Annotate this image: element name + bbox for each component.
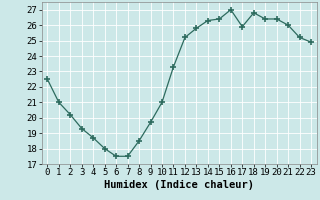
X-axis label: Humidex (Indice chaleur): Humidex (Indice chaleur) (104, 180, 254, 190)
